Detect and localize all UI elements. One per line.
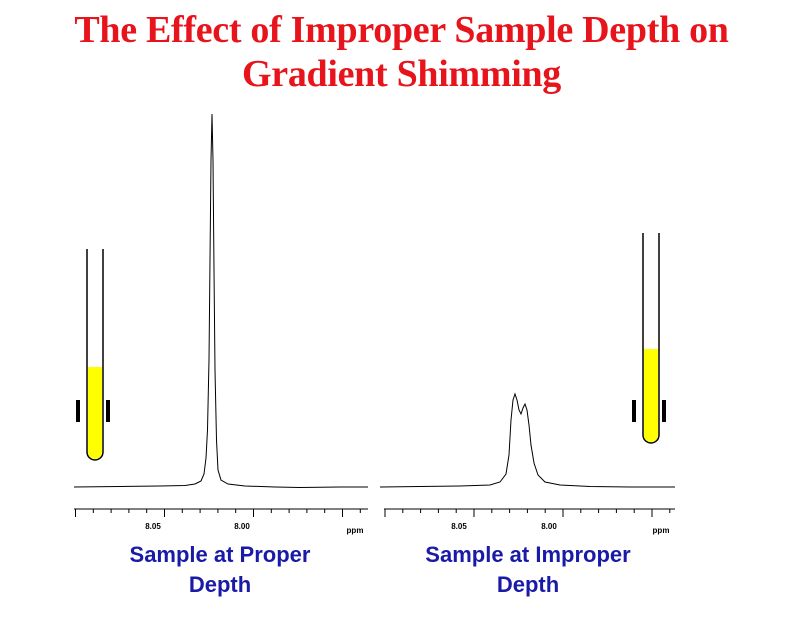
caption-line-1: Sample at Proper [129, 542, 311, 567]
caption-line-1: Sample at Improper [425, 542, 631, 567]
caption-improper-depth: Sample at Improper Depth [378, 540, 678, 600]
tick-label-8-00: 8.00 [234, 522, 250, 531]
coil-marker-left [76, 400, 80, 422]
sample-tube-improper [632, 233, 666, 444]
x-axis-unit: ppm [653, 526, 670, 535]
tick-label-8-05: 8.05 [451, 522, 467, 531]
coil-marker-right [106, 400, 110, 422]
x-axis-ticks [75, 509, 361, 517]
coil-marker-left [632, 400, 636, 422]
tick-label-8-00: 8.00 [541, 522, 557, 531]
spectrum-proper-depth: 8.05 8.00 ppm [73, 113, 368, 535]
coil-marker-right [662, 400, 666, 422]
tube-glass [86, 249, 104, 461]
title-line-1: The Effect of Improper Sample Depth on [74, 9, 729, 51]
caption-proper-depth: Sample at Proper Depth [70, 540, 370, 600]
caption-line-2: Depth [188, 572, 252, 597]
caption-line-2: Depth [496, 572, 560, 597]
spectrum-trace [73, 113, 368, 489]
page-title: The Effect of Improper Sample Depth on G… [0, 8, 803, 96]
x-axis-ticks [384, 509, 671, 517]
x-axis-unit: ppm [347, 526, 364, 535]
sample-liquid [88, 367, 102, 459]
sample-tube-proper [76, 249, 110, 461]
tick-label-8-05: 8.05 [145, 522, 161, 531]
tube-glass [642, 233, 660, 444]
spectrum-improper-depth: 8.05 8.00 ppm [379, 392, 675, 535]
sample-liquid [644, 349, 658, 442]
title-line-2: Gradient Shimming [242, 53, 561, 95]
spectrum-trace [379, 392, 675, 488]
